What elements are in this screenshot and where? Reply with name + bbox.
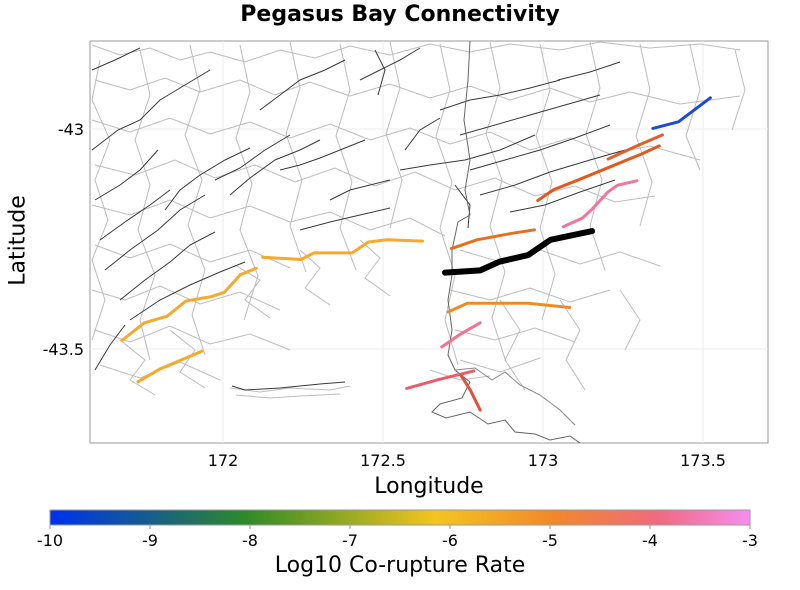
x-tick-label: 173	[527, 451, 559, 470]
plot-frame	[89, 40, 769, 444]
co-rupture-section	[449, 228, 536, 251]
co-rupture-section	[606, 133, 664, 161]
source-fault-section	[442, 228, 596, 276]
co-rupture-section	[120, 266, 258, 342]
x-tick-label: 172	[207, 451, 239, 470]
peninsula-outline	[454, 367, 576, 426]
co-rupture-section	[405, 369, 476, 390]
colorbar-tick-marks	[49, 525, 751, 529]
x-tick-label: 172.5	[360, 451, 406, 470]
x-axis-title: Longitude	[374, 474, 484, 499]
co-rupture-section	[440, 321, 482, 349]
map-layers	[90, 41, 768, 443]
co-rupture-section	[561, 179, 639, 229]
fault-traces	[91, 47, 626, 391]
colorbar-tick-label: -4	[642, 531, 658, 550]
co-rupture-section	[136, 349, 204, 384]
co-rupture-section	[261, 238, 425, 261]
colorbar-tick-label: -3	[742, 531, 758, 550]
co-rupture-sections	[120, 96, 712, 412]
co-rupture-section	[651, 96, 712, 130]
colorbar-tick-label: -5	[542, 531, 558, 550]
colorbar-title: Log10 Co-rupture Rate	[274, 553, 526, 578]
section-outlines	[91, 41, 746, 399]
colorbar-tick-label: -9	[142, 531, 158, 550]
x-tick-label: 173.5	[680, 451, 726, 470]
colorbar-tick-label: -6	[442, 531, 458, 550]
co-rupture-section	[459, 373, 482, 412]
y-tick-label: -43.5	[42, 340, 84, 359]
y-axis-title: Latitude	[5, 195, 31, 286]
co-rupture-section	[536, 144, 661, 202]
colorbar	[49, 509, 751, 526]
colorbar-tick-label: -7	[342, 531, 358, 550]
co-rupture-section	[446, 301, 572, 314]
y-tick-label: -43	[57, 120, 84, 139]
map-title: Pegasus Bay Connectivity	[240, 2, 560, 27]
colorbar-tick-label: -8	[242, 531, 258, 550]
colorbar-tick-label: -10	[36, 531, 64, 550]
